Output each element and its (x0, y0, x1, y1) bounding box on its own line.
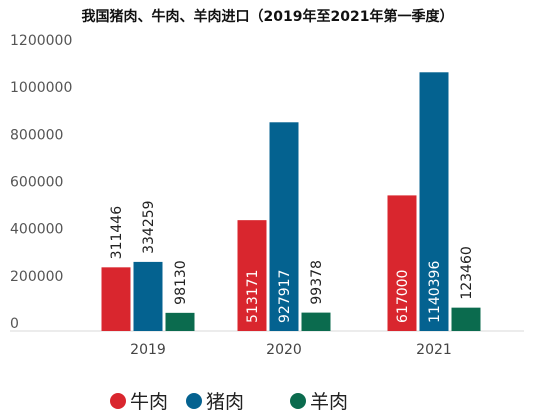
data-label: 927917 (277, 270, 293, 323)
bar (237, 220, 267, 331)
data-label: 123460 (459, 246, 475, 299)
data-label: 513171 (245, 270, 261, 323)
bar (387, 195, 417, 331)
data-label: 334259 (141, 200, 157, 253)
x-tick-label: 2020 (266, 342, 302, 358)
y-tick-label: 1200000 (10, 33, 72, 49)
legend-marker (290, 393, 306, 409)
bar (101, 267, 131, 331)
bar (301, 312, 331, 331)
y-tick-label: 1000000 (10, 80, 72, 96)
chart-title: 我国猪肉、牛肉、羊肉进口（2019年至2021年第一季度） (81, 9, 454, 25)
y-tick-label: 600000 (10, 175, 63, 191)
legend-marker (110, 393, 126, 409)
y-tick-label: 200000 (10, 269, 63, 285)
bar (269, 122, 299, 331)
legend-label: 猪肉 (206, 391, 244, 413)
bar (133, 261, 163, 331)
bar (419, 72, 449, 331)
data-label: 99378 (309, 260, 325, 305)
data-label: 1140396 (427, 261, 443, 323)
data-label: 617000 (395, 270, 411, 323)
x-tick-label: 2019 (130, 342, 166, 358)
data-label: 98130 (173, 260, 189, 305)
legend-label: 羊肉 (310, 391, 348, 413)
x-tick-label: 2021 (416, 342, 452, 358)
y-tick-label: 800000 (10, 127, 63, 143)
legend-marker (186, 393, 202, 409)
legend-label: 牛肉 (130, 391, 168, 413)
data-label: 311446 (109, 206, 125, 260)
bar (451, 307, 481, 331)
y-tick-label: 400000 (10, 222, 63, 238)
bar (165, 312, 195, 331)
y-tick-label: 0 (10, 316, 19, 332)
